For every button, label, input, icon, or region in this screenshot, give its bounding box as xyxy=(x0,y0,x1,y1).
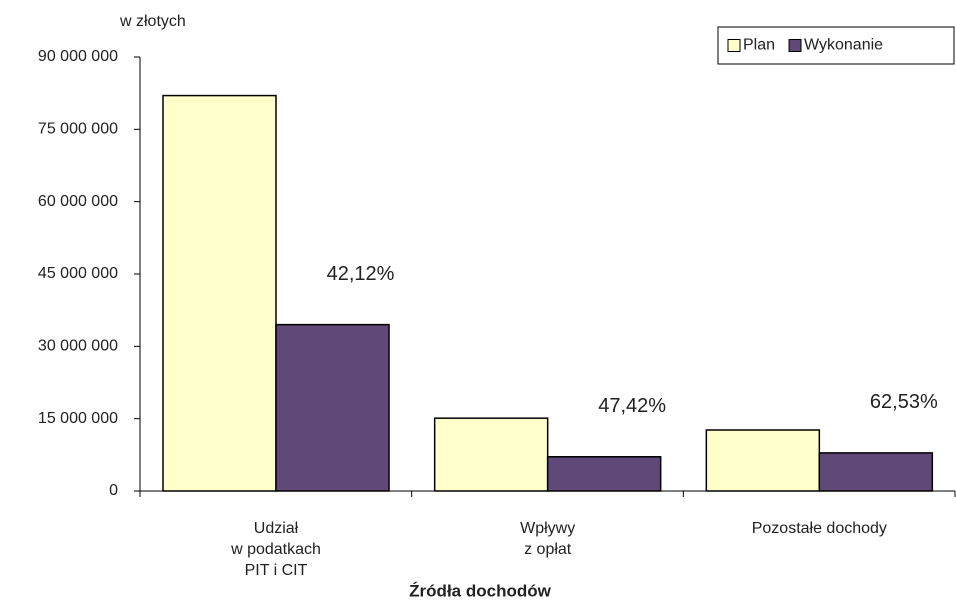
legend-box xyxy=(717,26,955,65)
bar xyxy=(546,456,662,492)
x-tick-label: Udział w podatkach PIT i CIT xyxy=(230,520,321,579)
bar xyxy=(433,417,549,492)
bar xyxy=(275,323,390,492)
y-tick-label: 75 000 000 xyxy=(38,121,118,138)
bar xyxy=(162,94,277,492)
y-tick-label: 45 000 000 xyxy=(38,265,118,282)
x-tick-label-line: Udział xyxy=(254,520,299,537)
x-tick-label-line: Pozostałe dochody xyxy=(752,520,887,537)
x-axis-title: Źródła dochodów xyxy=(409,581,551,600)
y-tick-label: 60 000 000 xyxy=(38,193,118,210)
annotation: 42,12% xyxy=(327,263,395,285)
annotation: 62,53% xyxy=(870,391,938,413)
y-tick-label: 30 000 000 xyxy=(38,338,118,355)
legend-swatch xyxy=(788,39,802,52)
y-tick-label: 0 xyxy=(109,482,118,499)
bar xyxy=(705,429,821,492)
legend-label: Plan xyxy=(743,37,775,54)
y-tick-label: 90 000 000 xyxy=(38,48,118,65)
x-tick-label: Pozostałe dochody xyxy=(752,520,887,537)
legend-label: Wykonanie xyxy=(804,37,883,54)
annotation: 47,42% xyxy=(598,395,666,417)
x-tick-label-line: w podatkach xyxy=(230,541,321,558)
legend-swatch xyxy=(727,39,741,52)
unit-label: w złotych xyxy=(119,13,186,30)
x-tick-label-line: PIT i CIT xyxy=(245,562,308,579)
bar xyxy=(818,452,934,492)
x-tick-label: Wpływy z opłat xyxy=(520,520,575,558)
x-tick-label-line: Wpływy xyxy=(520,520,575,537)
y-tick-label: 15 000 000 xyxy=(38,410,118,427)
x-tick-label-line: z opłat xyxy=(524,541,572,558)
